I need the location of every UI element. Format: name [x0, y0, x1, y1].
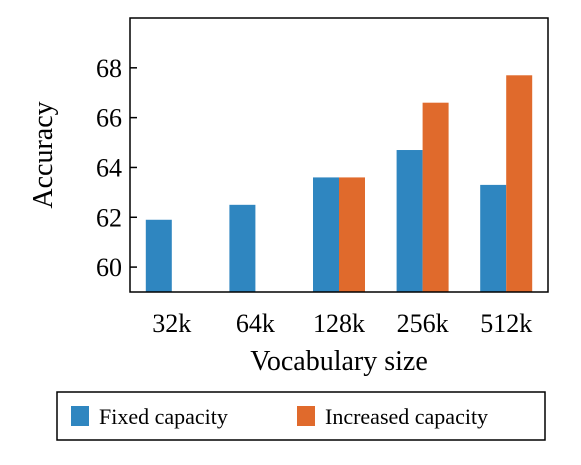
y-tick-label: 64	[96, 153, 122, 182]
y-axis: 60 62 64 66 68	[96, 54, 137, 282]
x-tick-label: 256k	[397, 309, 449, 338]
bar-fixed-64k	[229, 204, 256, 292]
bar-increased-128k	[339, 177, 365, 292]
x-axis: 32k 64k 128k 256k 512k	[152, 309, 532, 338]
legend-swatch-increased	[297, 406, 315, 426]
legend-swatch-fixed	[71, 406, 89, 426]
bar-fixed-128k	[313, 177, 339, 292]
x-tick-label: 512k	[480, 309, 532, 338]
x-tick-label: 128k	[313, 309, 365, 338]
y-tick-label: 66	[96, 104, 122, 133]
bar-increased-512k	[506, 75, 533, 292]
x-axis-label: Vocabulary size	[250, 346, 428, 377]
bar-increased-256k	[422, 102, 449, 292]
x-tick-label: 32k	[152, 309, 191, 338]
bar-fixed-256k	[396, 150, 423, 292]
y-axis-label: Accuracy	[28, 101, 59, 208]
legend-label-increased: Increased capacity	[325, 404, 488, 429]
y-tick-label: 62	[96, 203, 122, 232]
legend: Fixed capacity Increased capacity	[56, 391, 546, 441]
x-tick-label: 64k	[236, 309, 275, 338]
bars-group	[145, 75, 533, 292]
bar-fixed-512k	[480, 184, 507, 292]
bar-fixed-32k	[145, 219, 172, 292]
legend-label-fixed: Fixed capacity	[99, 404, 228, 429]
plot-frame	[129, 17, 549, 293]
y-tick-label: 68	[96, 54, 122, 83]
y-tick-label: 60	[96, 253, 122, 282]
